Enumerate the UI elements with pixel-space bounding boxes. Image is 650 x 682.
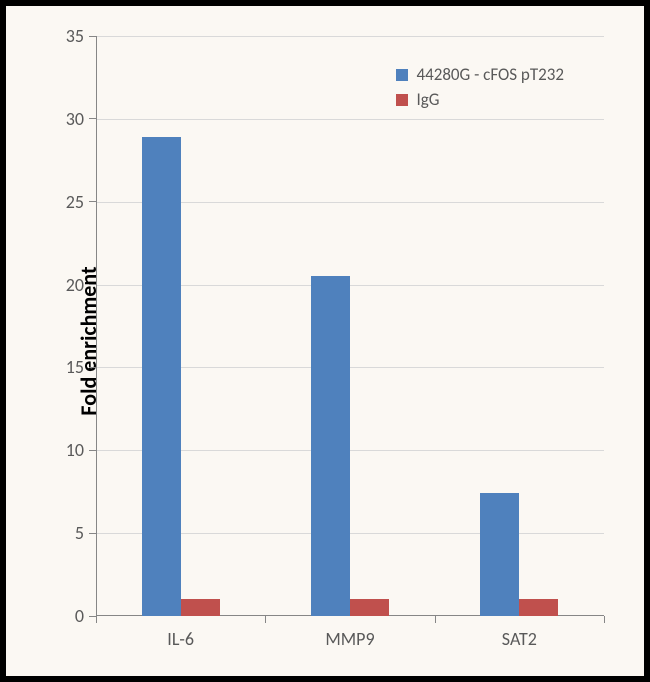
x-tick-label: IL-6 [167,616,194,650]
gridline [96,119,604,120]
bar [350,599,389,616]
bar [142,137,181,616]
y-tick-mark [89,201,96,202]
x-tick-label: SAT2 [502,616,537,650]
x-tick-label: MMP9 [325,616,374,650]
gridline [96,36,604,37]
legend-item: IgG [396,89,564,110]
legend-swatch [396,94,408,106]
legend-label: 44280G - cFOS pT232 [416,64,564,85]
y-tick-mark [89,533,96,534]
y-axis-line [96,36,97,616]
y-tick-mark [89,616,96,617]
legend-item: 44280G - cFOS pT232 [396,64,564,85]
y-tick-mark [89,36,96,37]
bar [480,493,519,616]
x-tick-mark [265,616,266,623]
y-tick-mark [89,118,96,119]
bar [519,599,558,616]
legend-label: IgG [416,89,439,110]
chart-frame: Fold enrichment 44280G - cFOS pT232IgG 0… [0,0,650,682]
legend-swatch [396,69,408,81]
plot-area: 44280G - cFOS pT232IgG 05101520253035IL-… [96,36,604,616]
chart-container: Fold enrichment 44280G - cFOS pT232IgG 0… [6,16,634,666]
x-tick-mark [96,616,97,623]
y-tick-mark [89,284,96,285]
bar [311,276,350,616]
x-tick-mark [435,616,436,623]
x-tick-mark [604,616,605,623]
y-tick-mark [89,367,96,368]
legend: 44280G - cFOS pT232 IgG [396,64,564,114]
bar [181,599,220,616]
y-tick-mark [89,450,96,451]
